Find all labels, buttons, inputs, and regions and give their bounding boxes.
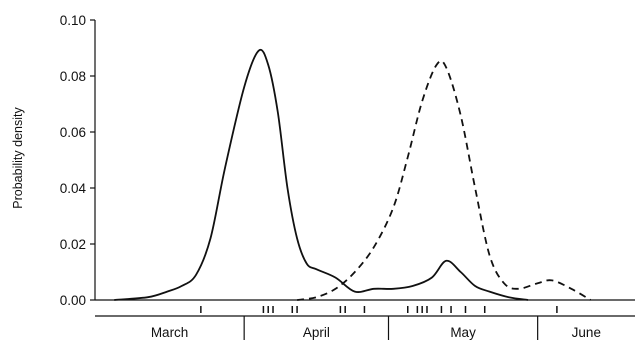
month-axis: March April May June [95,315,635,340]
y-axis-title: Probability density [11,107,25,209]
y-tick-label: 0.08 [60,69,86,84]
series-layer [114,49,592,301]
y-tick-label: 0.02 [60,237,86,252]
y-axis: 0.00 0.02 0.04 0.06 0.08 0.10 [60,13,96,308]
month-label-april: April [303,325,330,340]
y-tick-label: 0.10 [60,13,86,28]
y-tick-label: 0.04 [60,181,87,196]
y-tick-label: 0.06 [60,125,86,140]
solid-density-curve [114,49,529,301]
dashed-density-curve [296,60,592,301]
month-label-march: March [151,325,189,340]
month-label-may: May [450,325,476,340]
month-label-june: June [572,325,601,340]
y-tick-label: 0.00 [60,293,86,308]
rug-marks [200,306,558,313]
